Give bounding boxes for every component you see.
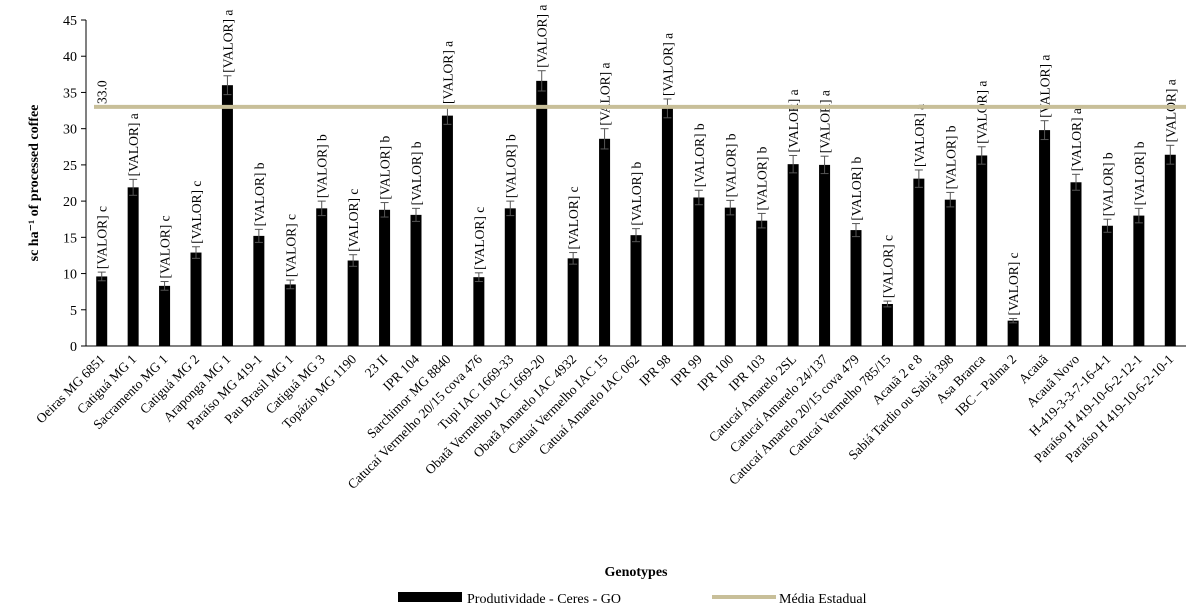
bar: [1070, 182, 1082, 346]
bar: [724, 207, 736, 346]
bar-data-labels: [VALOR] c [VALOR] a [VALOR] c [VALOR] c [VAL…: [95, 5, 1179, 316]
bar-data-label: [VALOR] c: [189, 181, 204, 244]
bar-data-label: [VALOR] a: [975, 81, 990, 144]
bar-data-label: [VALOR] c: [346, 189, 361, 252]
bar-data-label: [VALOR] c: [880, 235, 895, 298]
bar-data-label: [VALOR] b: [1132, 141, 1147, 205]
bar-data-label: [VALOR] b: [252, 162, 267, 226]
bar: [1133, 215, 1145, 346]
bar-data-label: [VALOR] b: [315, 134, 330, 198]
bar-data-label: [VALOR] b: [409, 141, 424, 205]
y-ticks: 0 5 10 15 20 25 30 35 40 45: [63, 14, 86, 355]
legend-bar-swatch: [398, 592, 462, 602]
bar: [190, 252, 202, 346]
bar-data-label: [VALOR] a: [126, 113, 141, 176]
bar: [1164, 154, 1176, 346]
bar-data-label: [VALOR] b: [723, 133, 738, 197]
bar-data-label: [VALOR] b: [1100, 152, 1115, 216]
bar-data-label: [VALOR] a: [912, 104, 927, 167]
bar: [504, 208, 516, 346]
x-tick-label: IPR 98: [636, 351, 674, 389]
bar-data-label: [VALOR] a: [440, 41, 455, 104]
legend-bar-label: Produtividade - Ceres - GO: [467, 592, 621, 607]
bar: [96, 276, 108, 346]
bar-data-label: [VALOR] a: [535, 5, 550, 68]
bar: [1007, 320, 1019, 346]
bar-data-label: [VALOR] c: [95, 206, 110, 269]
bar-data-label: [VALOR] a: [598, 63, 613, 126]
bar: [976, 155, 988, 346]
bar: [599, 138, 611, 346]
bar-data-label: [VALOR] b: [503, 134, 518, 198]
y-tick-label: 40: [63, 50, 77, 65]
bar: [159, 285, 171, 346]
bars-group: [96, 70, 1176, 346]
bar-data-label: [VALOR] a: [1038, 55, 1053, 118]
bar-data-label: [VALOR] a: [220, 10, 235, 73]
bar: [944, 199, 956, 346]
bar: [1039, 130, 1051, 346]
y-tick-label: 10: [63, 268, 77, 283]
bar: [850, 230, 862, 346]
y-tick-label: 35: [63, 86, 77, 101]
bar: [756, 220, 768, 346]
bar-data-label: [VALOR] a: [660, 33, 675, 96]
bar-data-label: [VALOR] c: [472, 207, 487, 270]
bar-data-label: [VALOR] c: [283, 214, 298, 277]
legend-line-label: Média Estadual: [779, 592, 867, 607]
bar: [410, 214, 422, 346]
bar: [253, 235, 265, 346]
bar-data-label: [VALOR] c: [1006, 252, 1021, 315]
y-tick-label: 15: [63, 231, 77, 246]
bar: [379, 209, 391, 346]
bar: [661, 108, 673, 346]
bar: [567, 258, 579, 346]
bar-data-label: [VALOR] b: [943, 125, 958, 189]
bar-data-label: [VALOR] c: [566, 186, 581, 249]
bar-data-label: [VALOR] b: [378, 135, 393, 199]
y-tick-label: 30: [63, 123, 77, 138]
bar: [536, 80, 548, 346]
bar: [316, 208, 328, 346]
y-tick-label: 5: [70, 304, 77, 319]
bar: [787, 164, 799, 346]
bar-data-label: [VALOR] b: [849, 156, 864, 220]
bar: [881, 303, 893, 346]
bar: [693, 197, 705, 346]
bar-data-label: [VALOR] b: [629, 162, 644, 226]
bar: [347, 260, 359, 346]
y-tick-label: 25: [63, 159, 77, 174]
bar: [913, 178, 925, 346]
bar-data-label: [VALOR] a: [818, 90, 833, 153]
bar: [127, 187, 139, 346]
bar-data-label: [VALOR] a: [786, 89, 801, 152]
y-tick-label: 20: [63, 195, 77, 210]
bar-data-label: [VALOR] c: [158, 215, 173, 278]
bar-data-label: [VALOR] a: [1163, 79, 1178, 142]
bar: [1101, 225, 1113, 346]
bar: [473, 277, 485, 346]
bar: [284, 284, 296, 346]
bar-data-label: [VALOR] a: [1069, 108, 1084, 171]
x-axis-title: Genotypes: [605, 565, 669, 580]
bar-data-label: [VALOR] b: [692, 123, 707, 187]
y-tick-label: 0: [70, 340, 77, 355]
y-tick-label: 45: [63, 14, 77, 29]
bar: [630, 235, 642, 346]
bar: [221, 85, 233, 346]
average-line-label: 33.0: [95, 80, 110, 104]
bar-data-label: [VALOR] b: [755, 146, 770, 210]
legend: Produtividade - Ceres - GO Média Estadua…: [398, 592, 867, 607]
bar: [819, 164, 831, 346]
y-axis-title: sc ha⁻¹ of processed coffee: [27, 105, 42, 262]
bar: [441, 115, 453, 346]
